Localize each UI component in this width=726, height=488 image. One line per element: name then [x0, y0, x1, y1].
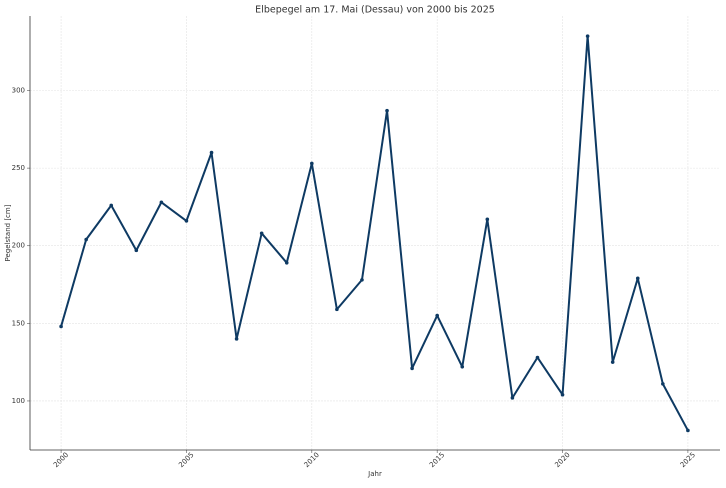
- x-tick-label: 2015: [428, 451, 446, 469]
- data-point: [510, 396, 515, 400]
- data-point: [686, 428, 690, 433]
- data-point: [535, 355, 540, 360]
- data-point: [84, 237, 88, 242]
- data-point: [59, 324, 63, 329]
- x-tick-label: 2000: [52, 451, 70, 469]
- data-point: [610, 360, 615, 364]
- data-point: [109, 203, 114, 208]
- y-tick-label: 200: [12, 242, 25, 250]
- data-point: [184, 219, 189, 223]
- data-point: [234, 337, 239, 341]
- data-point: [585, 34, 590, 38]
- data-point: [435, 313, 439, 318]
- data-point: [159, 200, 164, 205]
- y-tick-label: 300: [12, 87, 25, 95]
- data-point: [335, 307, 339, 312]
- data-point: [485, 217, 490, 222]
- data-line: [60, 35, 689, 431]
- data-point: [134, 248, 139, 253]
- data-point: [410, 366, 414, 371]
- y-tick-label: 100: [12, 397, 25, 405]
- data-point: [360, 278, 364, 282]
- data-point: [209, 150, 214, 155]
- data-point: [284, 261, 289, 265]
- data-point: [385, 108, 389, 113]
- x-tick-label: 2020: [553, 451, 571, 469]
- data-point: [661, 382, 665, 386]
- data-point: [310, 161, 314, 166]
- y-tick-label: 250: [12, 164, 25, 172]
- x-tick-label: 2005: [177, 451, 195, 469]
- chart-title: Elbepegel am 17. Mai (Dessau) von 2000 b…: [255, 5, 495, 16]
- x-tick-label: 2025: [679, 451, 697, 469]
- data-point: [460, 365, 465, 369]
- data-point: [635, 276, 640, 281]
- x-axis-label: Jahr: [367, 470, 382, 478]
- data-point: [560, 392, 565, 397]
- y-axis-label: Pegelstand [cm]: [4, 204, 12, 261]
- data-point: [259, 231, 264, 236]
- y-tick-label: 150: [12, 319, 25, 327]
- x-tick-label: 2010: [303, 451, 321, 469]
